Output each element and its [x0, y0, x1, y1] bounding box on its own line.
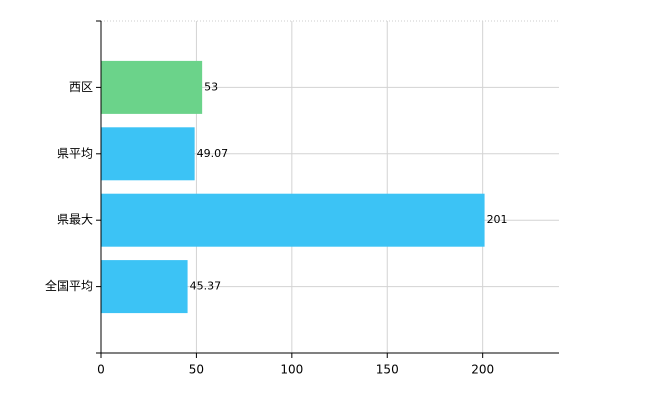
bar [101, 127, 195, 181]
x-tick-label: 50 [189, 363, 204, 377]
value-label: 45.37 [190, 280, 222, 293]
y-tick-label: 県平均 [57, 146, 93, 160]
bar [101, 193, 485, 247]
value-label: 53 [204, 80, 218, 93]
x-tick-label: 200 [471, 363, 494, 377]
y-tick-label: 西区 [69, 80, 93, 94]
y-tick-label: 全国平均 [45, 278, 93, 293]
value-label: 201 [487, 213, 508, 226]
bar [101, 60, 203, 114]
x-tick-label: 0 [97, 363, 105, 377]
bar [101, 260, 188, 314]
x-tick-label: 150 [376, 363, 399, 377]
y-tick-label: 県最大 [57, 213, 93, 227]
x-tick-label: 100 [280, 363, 303, 377]
value-label: 49.07 [197, 147, 229, 160]
